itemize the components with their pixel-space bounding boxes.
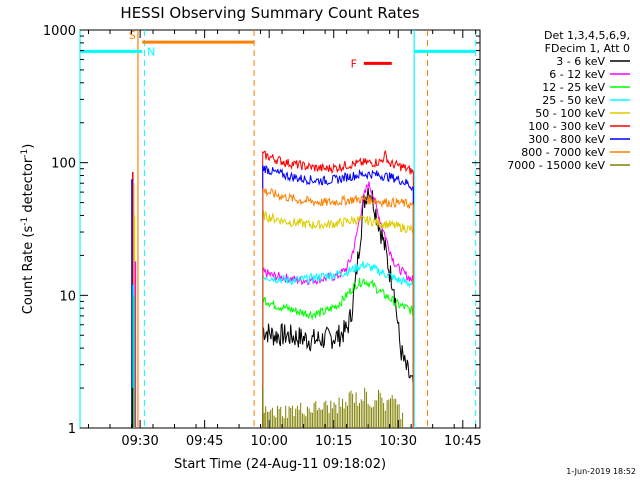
series-line bbox=[262, 210, 414, 234]
legend: Det 1,3,4,5,6,9, FDecim 1, Att 0 3 - 6 k… bbox=[507, 29, 630, 172]
flag-label: F bbox=[351, 57, 357, 70]
axis-ticks: 09:30 09:45 10:00 10:15 10:30 10:45 1 10 100 1000 bbox=[43, 24, 482, 449]
series-line bbox=[262, 187, 414, 209]
legend-label: 800 - 7000 keV bbox=[521, 146, 605, 159]
x-tick-label: 09:45 bbox=[186, 434, 223, 449]
legend-label: 12 - 25 keV bbox=[542, 81, 605, 94]
legend-label: 100 - 300 keV bbox=[528, 120, 605, 133]
x-tick-label: 10:45 bbox=[444, 434, 481, 449]
legend-label: 6 - 12 keV bbox=[549, 68, 605, 81]
x-tick-label: 10:15 bbox=[315, 434, 352, 449]
legend-label: 3 - 6 keV bbox=[556, 55, 605, 68]
flag-label: N bbox=[147, 45, 155, 58]
data-series bbox=[131, 150, 414, 428]
y-tick-label: 10 bbox=[59, 289, 76, 304]
plot-frame bbox=[79, 29, 481, 429]
x-axis-label: Start Time (24-Aug-11 09:18:02) bbox=[174, 457, 386, 472]
legend-label: 25 - 50 keV bbox=[542, 94, 605, 107]
legend-label: 300 - 800 keV bbox=[528, 133, 605, 146]
x-tick-label: 10:30 bbox=[380, 434, 417, 449]
y-tick-label: 100 bbox=[51, 157, 76, 172]
y-axis-label: Count Rate (s-1 detector-1) bbox=[20, 144, 36, 315]
series-line bbox=[262, 150, 414, 175]
y-axis-label-part: ) bbox=[21, 144, 36, 149]
series-line bbox=[262, 387, 404, 428]
footer-date: 1-Jun-2019 18:52 bbox=[566, 467, 636, 476]
legend-header-line: Det 1,3,4,5,6,9, bbox=[544, 29, 630, 42]
chart-title: HESSI Observing Summary Count Rates bbox=[120, 4, 419, 22]
y-tick-label: 1000 bbox=[43, 24, 76, 39]
y-tick-label: 1 bbox=[68, 422, 76, 437]
flag-bars: SN F bbox=[80, 29, 476, 70]
x-tick-label: 10:00 bbox=[250, 434, 287, 449]
series-line bbox=[262, 187, 414, 389]
series-line bbox=[262, 261, 414, 289]
flag-label: S bbox=[129, 29, 136, 42]
y-axis-label-superscript: -1 bbox=[20, 217, 30, 226]
y-axis-label-part: detector bbox=[21, 157, 36, 217]
legend-label: 7000 - 15000 keV bbox=[507, 159, 605, 172]
series-line bbox=[262, 165, 414, 192]
series-line bbox=[262, 277, 414, 321]
orbit-markers bbox=[79, 30, 477, 428]
legend-header-line: FDecim 1, Att 0 bbox=[545, 42, 630, 55]
legend-label: 50 - 100 keV bbox=[535, 107, 605, 120]
y-axis-label-part: Count Rate (s bbox=[21, 226, 36, 315]
y-axis-label-superscript: -1 bbox=[20, 149, 30, 158]
x-tick-label: 09:30 bbox=[121, 434, 158, 449]
